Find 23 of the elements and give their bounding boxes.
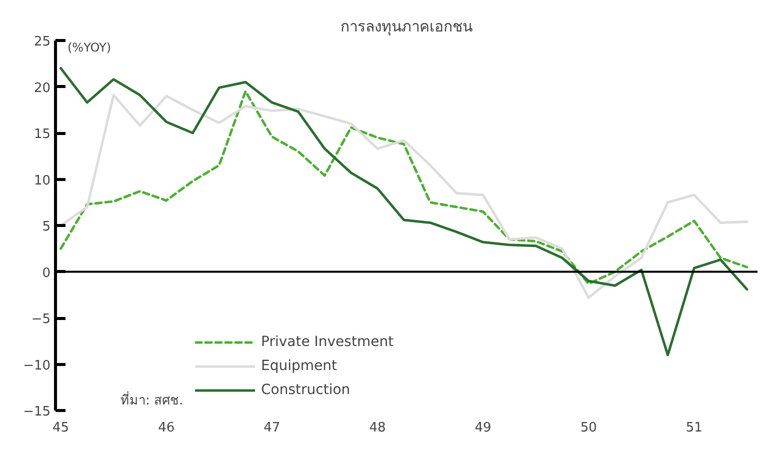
- legend-label: Equipment: [261, 358, 337, 374]
- y-tick-label: 5: [42, 220, 51, 234]
- y-tick-label: 20: [34, 80, 51, 96]
- y-tick-label: 15: [34, 127, 51, 142]
- x-tick-label: 46: [158, 420, 175, 436]
- y-tick-label: 0: [42, 266, 51, 281]
- annotation: ที่มา: สศช.: [120, 392, 184, 408]
- x-tick-label: 47: [264, 420, 280, 436]
- legend-label: Construction: [261, 382, 350, 398]
- y-tick-label: −15: [23, 404, 51, 420]
- line-series: [60, 67, 748, 356]
- y-tick-label: 10: [34, 173, 51, 188]
- y-axis-title: (%YOY): [68, 40, 112, 54]
- x-tick-label: 45: [52, 420, 70, 436]
- x-tick-label: 51: [686, 420, 702, 436]
- y-tick-label: −5: [31, 312, 51, 327]
- x-tick-label: 48: [369, 420, 386, 436]
- legend-label: Private Investment: [261, 334, 394, 350]
- y-tick-label: −10: [23, 358, 51, 374]
- y-tick-label: 25: [34, 34, 51, 50]
- x-tick-label: 50: [580, 420, 597, 436]
- x-tick-label: 49: [474, 420, 492, 436]
- chart-title: การลงทุนภาคเอกชน: [340, 18, 472, 36]
